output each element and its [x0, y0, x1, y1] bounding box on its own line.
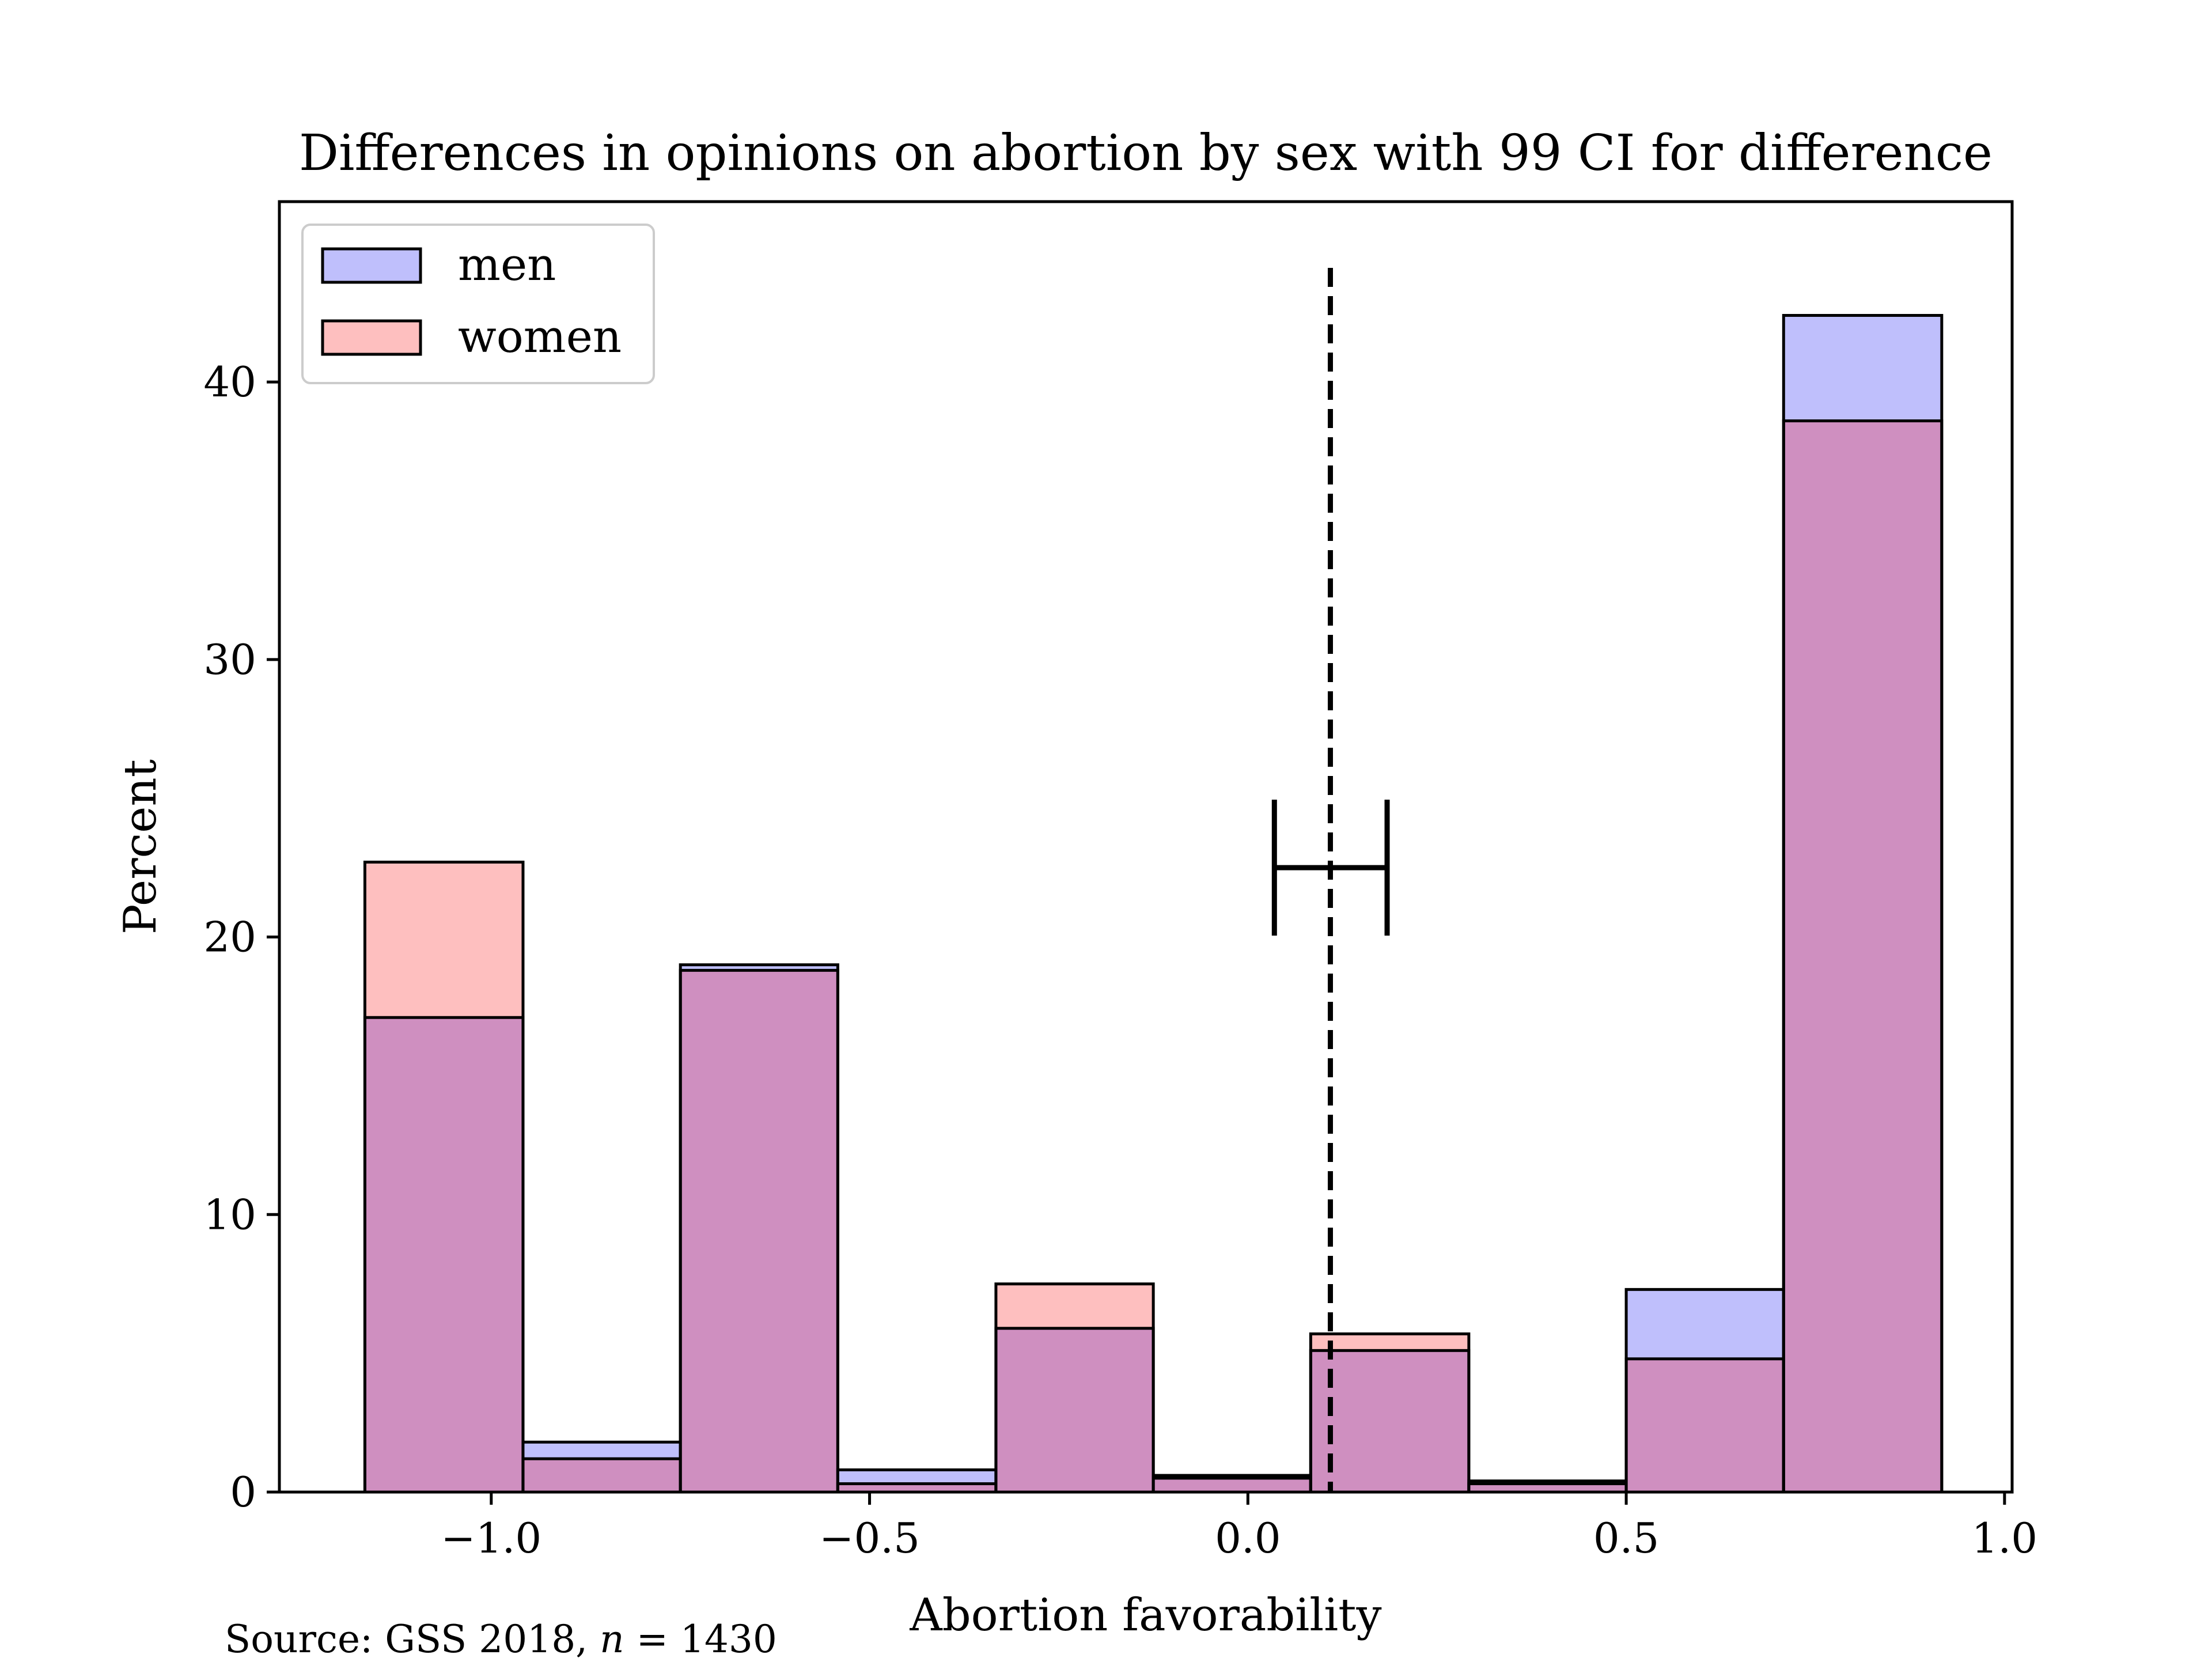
- y-tick-label: 0: [230, 1468, 256, 1516]
- bar-excess-bin-10: [1783, 315, 1942, 421]
- source-note: Source: GSS 2018, n = 1430: [225, 1617, 777, 1659]
- bar-overlap-bin-1: [365, 1017, 523, 1492]
- y-axis-label: Percent: [115, 759, 166, 934]
- bar-overlap-bin-6: [1153, 1478, 1311, 1492]
- y-axis: 0 10 20 30 40: [203, 358, 279, 1516]
- bar-overlap-bin-9: [1626, 1358, 1784, 1492]
- bars-layer: [363, 314, 1944, 1494]
- y-tick-label: 30: [203, 635, 256, 684]
- bar-excess-bin-3: [680, 964, 838, 971]
- legend-swatch-men: [321, 247, 422, 284]
- bar-overlap-bin-10: [1783, 421, 1942, 1493]
- y-tick-label: 10: [203, 1190, 256, 1239]
- bar-overlap-bin-3: [680, 970, 838, 1492]
- x-tick-label: 1.0: [1972, 1514, 2038, 1562]
- bar-overlap-bin-8: [1468, 1483, 1627, 1492]
- x-tick-label: 0.5: [1593, 1514, 1660, 1562]
- bar-excess-bin-2: [522, 1442, 681, 1459]
- x-axis-label: Abortion favorability: [909, 1589, 1381, 1641]
- x-tick-label: −1.0: [441, 1514, 541, 1562]
- bar-excess-bin-7: [1310, 1334, 1469, 1351]
- legend-swatch-women: [321, 319, 422, 356]
- bar-overlap-bin-4: [838, 1483, 996, 1492]
- y-tick-label: 20: [203, 913, 256, 961]
- bar-overlap-bin-7: [1310, 1350, 1469, 1492]
- x-tick-label: 0.0: [1215, 1514, 1281, 1562]
- legend-label-women: women: [458, 311, 622, 363]
- bar-overlap-bin-5: [995, 1328, 1154, 1492]
- x-tick-label: −0.5: [819, 1514, 920, 1562]
- legend-label-men: men: [458, 239, 556, 291]
- legend: men women: [301, 224, 655, 384]
- y-tick-label: 40: [203, 358, 256, 406]
- bar-excess-bin-5: [995, 1284, 1154, 1328]
- chart-title: Differences in opinions on abortion by s…: [299, 124, 1993, 182]
- x-axis: −1.0 −0.5 0.0 0.5 1.0: [441, 1492, 2037, 1562]
- annotation-layer: [1271, 268, 1390, 1492]
- bar-excess-bin-4: [838, 1470, 996, 1484]
- bar-overlap-bin-2: [522, 1459, 681, 1492]
- plot-frame: [278, 200, 2014, 1494]
- bar-excess-bin-1: [365, 862, 523, 1018]
- bar-excess-bin-9: [1626, 1289, 1784, 1359]
